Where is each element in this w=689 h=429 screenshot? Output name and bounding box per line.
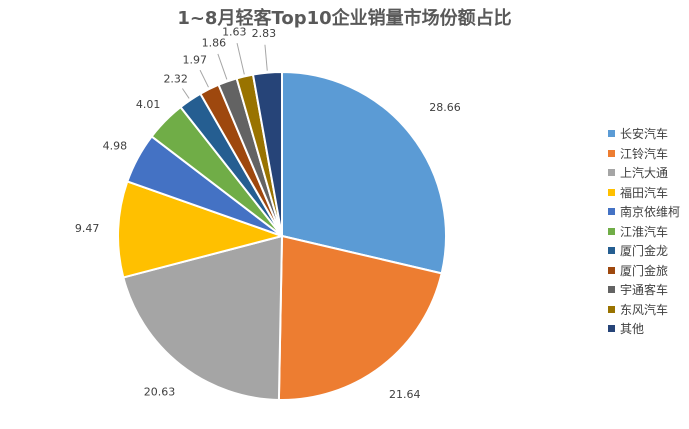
legend-label: 江铃汽车: [620, 146, 669, 161]
data-label-9: 1.86: [202, 37, 227, 50]
pie-slice-4: [117, 180, 286, 279]
data-label-1: 28.66: [429, 101, 461, 114]
legend-item-9: 宇通客车: [608, 280, 680, 300]
legend-item-10: 东风汽车: [608, 300, 680, 320]
legend-item-1: 长安汽车: [608, 124, 680, 144]
pie-slice-2: [277, 234, 443, 401]
data-label-6: 4.01: [136, 98, 161, 111]
leader-line-11: [264, 44, 268, 71]
legend-swatch: [608, 169, 615, 177]
legend-item-7: 厦门金龙: [608, 241, 680, 261]
legend-swatch: [608, 130, 615, 138]
legend-swatch: [608, 247, 615, 255]
pie-slice-11: [251, 70, 283, 237]
data-label-8: 1.97: [182, 53, 207, 66]
data-label-7: 2.32: [163, 73, 188, 86]
legend-item-5: 南京依维柯: [608, 202, 680, 222]
data-label-5: 4.98: [103, 140, 128, 153]
legend-swatch: [608, 266, 615, 274]
chart-legend: 长安汽车江铃汽车上汽大通福田汽车南京依维柯江淮汽车厦门金龙厦门金旅宇通客车东风汽…: [608, 124, 680, 339]
legend-item-6: 江淮汽车: [608, 222, 680, 242]
pie-slice-3: [122, 234, 284, 401]
chart-title: 1~8月轻客Top10企业销量市场份额占比: [177, 8, 512, 29]
data-label-2: 21.64: [389, 388, 421, 401]
legend-item-3: 上汽大通: [608, 163, 680, 183]
legend-label: 宇通客车: [620, 283, 669, 298]
legend-label: 厦门金龙: [620, 244, 669, 259]
legend-label: 长安汽车: [620, 127, 669, 142]
legend-item-8: 厦门金旅: [608, 261, 680, 281]
leader-line-10: [236, 43, 245, 75]
legend-item-11: 其他: [608, 319, 680, 339]
legend-label: 其他: [620, 322, 645, 337]
legend-label: 南京依维柯: [620, 205, 681, 220]
data-label-4: 9.47: [75, 222, 100, 235]
legend-item-2: 江铃汽车: [608, 144, 680, 164]
pie-slice-1: [281, 70, 447, 275]
legend-swatch: [608, 305, 615, 313]
leader-line-7: [181, 88, 190, 99]
legend-swatch: [608, 208, 615, 216]
data-label-11: 2.83: [252, 27, 277, 40]
data-label-10: 1.63: [222, 25, 247, 38]
legend-item-4: 福田汽车: [608, 183, 680, 203]
legend-swatch: [608, 188, 615, 196]
legend-label: 上汽大通: [620, 166, 669, 181]
leader-line-8: [199, 69, 209, 88]
legend-swatch: [608, 325, 615, 333]
legend-label: 东风汽车: [620, 302, 669, 317]
legend-swatch: [608, 286, 615, 294]
legend-swatch: [608, 149, 615, 157]
leader-line-9: [217, 53, 228, 80]
legend-label: 江淮汽车: [620, 224, 669, 239]
legend-label: 厦门金旅: [620, 263, 669, 278]
data-label-3: 20.63: [144, 386, 176, 399]
legend-swatch: [608, 227, 615, 235]
legend-label: 福田汽车: [620, 185, 669, 200]
